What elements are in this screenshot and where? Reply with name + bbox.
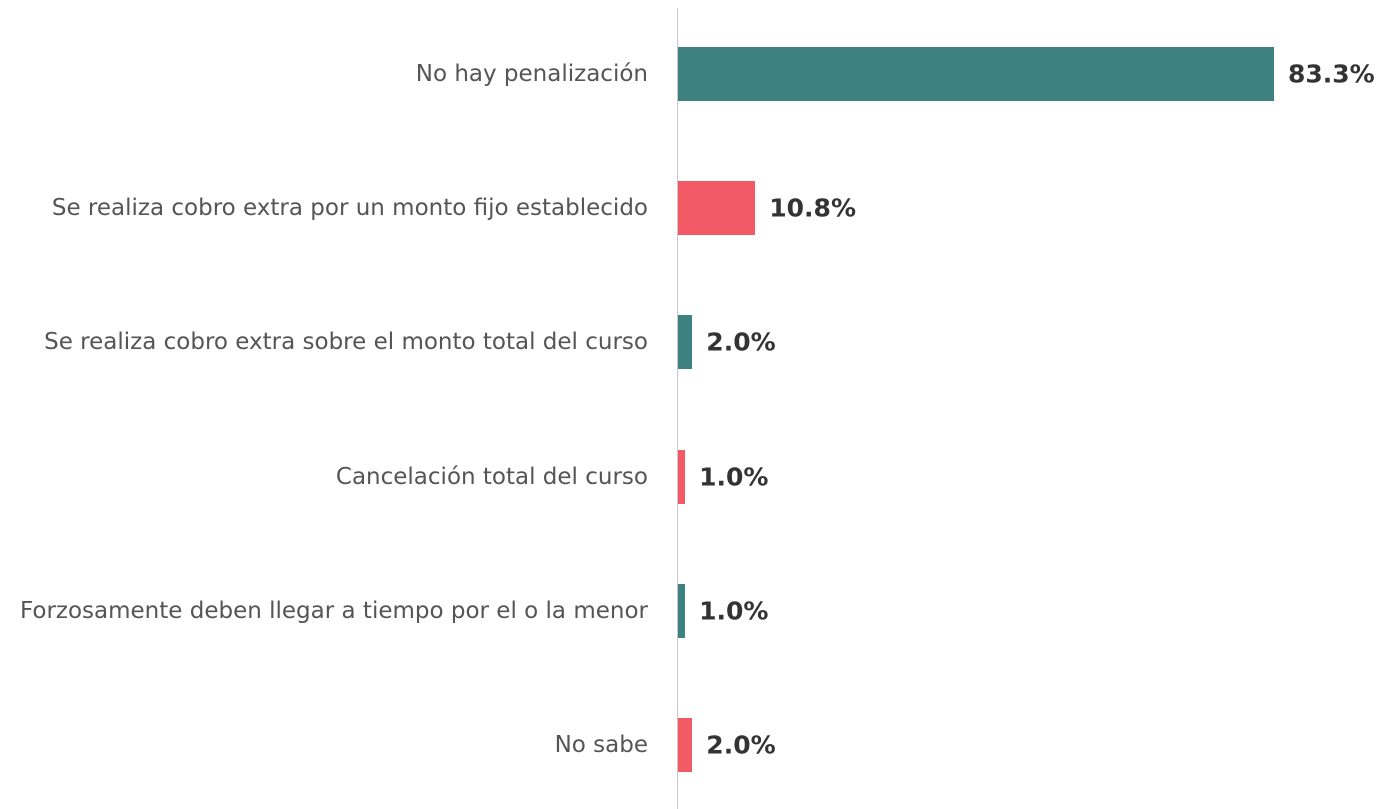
value-label: 2.0% — [706, 730, 776, 760]
category-label: No sabe — [554, 732, 648, 758]
category-label: Se realiza cobro extra por un monto fijo… — [51, 195, 648, 222]
value-label: 10.8% — [769, 193, 856, 223]
bar — [678, 181, 756, 236]
value-label: 83.3% — [1288, 59, 1375, 89]
category-label: Forzosamente deben llegar a tiempo por e… — [19, 597, 648, 624]
category-label: Se realiza cobro extra sobre el monto to… — [44, 329, 648, 356]
value-label: 1.0% — [699, 596, 769, 626]
value-label: 1.0% — [699, 462, 769, 492]
bar — [678, 583, 686, 638]
bar — [678, 47, 1274, 101]
bar — [678, 718, 693, 772]
value-label: 2.0% — [706, 327, 776, 357]
bar — [678, 315, 693, 370]
category-label: No hay penalización — [415, 61, 648, 87]
bar — [678, 449, 686, 504]
category-label: Cancelación total del curso — [335, 463, 648, 490]
axis-line — [677, 8, 678, 809]
